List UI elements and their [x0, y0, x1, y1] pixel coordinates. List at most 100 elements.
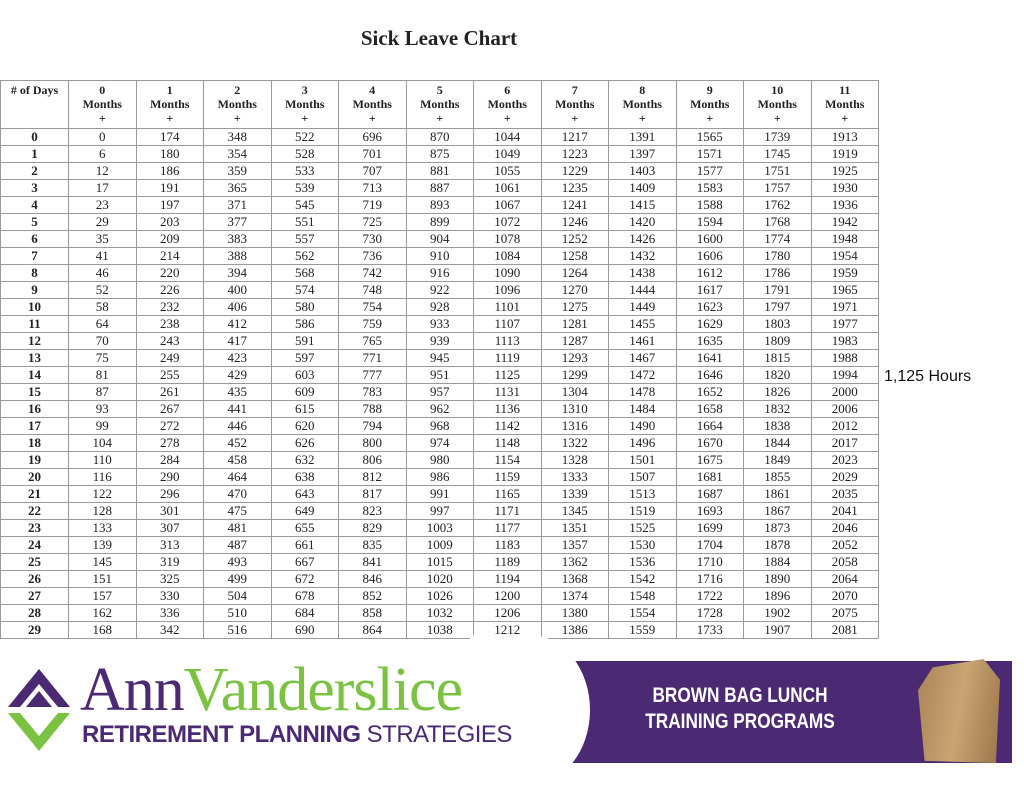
- hours-cell: 99: [68, 417, 137, 435]
- hours-cell: 997: [405, 502, 474, 520]
- hours-cell: 1751: [743, 162, 812, 180]
- hours-cell: 1003: [405, 519, 474, 537]
- hours-cell: 707: [338, 162, 407, 180]
- days-cell: 5: [0, 213, 69, 231]
- header-months-1: 1 Months +: [135, 80, 204, 129]
- hours-cell: 1507: [608, 468, 677, 486]
- days-cell: 8: [0, 264, 69, 282]
- hours-cell: 220: [135, 264, 204, 282]
- table-row: 15 87 261 435 609 783 957 1131 1304 1478 1652 1826 2…: [0, 383, 879, 401]
- hours-cell: 574: [270, 281, 339, 299]
- footer-banner: AnnVanderslice RETIREMENT PLANNING STRAT…: [0, 635, 1024, 785]
- header-line: Months: [150, 97, 190, 111]
- days-cell: 4: [0, 196, 69, 214]
- hours-cell: 139: [68, 536, 137, 554]
- hours-cell: 1478: [608, 383, 677, 401]
- header-months-0: 0 Months +: [68, 80, 137, 129]
- hours-cell: 1762: [743, 196, 812, 214]
- hours-cell: 17: [68, 179, 137, 197]
- table-row: 12 70 243 417 591 765 939 1113 1287 1461 1635 1809 1…: [0, 332, 879, 350]
- table-row: 11 64 238 412 586 759 933 1107 1281 1455 1629 1803 1…: [0, 315, 879, 333]
- hours-cell: 1594: [675, 213, 744, 231]
- hours-cell: 325: [135, 570, 204, 588]
- hours-cell: 2070: [810, 587, 879, 605]
- hours-cell: 446: [203, 417, 272, 435]
- table-row: 22 128 301 475 649 823 997 1171 1345 1519 1693 1867…: [0, 502, 879, 520]
- hours-cell: 1304: [540, 383, 609, 401]
- days-cell: 19: [0, 451, 69, 469]
- hours-cell: 388: [203, 247, 272, 265]
- hours-cell: 52: [68, 281, 137, 299]
- hours-cell: 1015: [405, 553, 474, 571]
- hours-cell: 110: [68, 451, 137, 469]
- hours-cell: 991: [405, 485, 474, 503]
- hours-cell: 875: [405, 145, 474, 163]
- hours-cell: 435: [203, 383, 272, 401]
- hours-cell: 1652: [675, 383, 744, 401]
- header-line: +: [301, 111, 309, 125]
- hours-cell: 1606: [675, 247, 744, 265]
- header-line: Months: [285, 97, 325, 111]
- hours-cell: 1797: [743, 298, 812, 316]
- hours-cell: 1768: [743, 213, 812, 231]
- table-row: 5 29 203 377 551 725 899 1072 1246 1420 1594 1768 19…: [0, 213, 879, 231]
- hours-cell: 452: [203, 434, 272, 452]
- hours-cell: 1200: [473, 587, 542, 605]
- hours-cell: 487: [203, 536, 272, 554]
- hours-cell: 1623: [675, 298, 744, 316]
- hours-cell: 1716: [675, 570, 744, 588]
- hours-cell: 1397: [608, 145, 677, 163]
- hours-cell: 887: [405, 179, 474, 197]
- hours-cell: 777: [338, 366, 407, 384]
- days-cell: 29: [0, 621, 69, 639]
- hours-cell: 1281: [540, 315, 609, 333]
- hours-cell: 667: [270, 553, 339, 571]
- days-cell: 14: [0, 366, 69, 384]
- hours-cell: 1438: [608, 264, 677, 282]
- table-row: 17 99 272 446 620 794 968 1142 1316 1490 1664 1838 2…: [0, 417, 879, 435]
- header-days: # of Days: [0, 80, 69, 129]
- hours-cell: 267: [135, 400, 204, 418]
- table-row: 14 81 255 429 603 777 951 1125 1299 1472 1646 1820 1…: [0, 366, 879, 384]
- hours-cell: 400: [203, 281, 272, 299]
- table-row: 16 93 267 441 615 788 962 1136 1310 1484 1658 1832 2…: [0, 400, 879, 418]
- hours-cell: 1061: [473, 179, 542, 197]
- hours-cell: 568: [270, 264, 339, 282]
- hours-cell: 1930: [810, 179, 879, 197]
- hours-cell: 371: [203, 196, 272, 214]
- header-line: 6: [504, 83, 511, 97]
- days-cell: 9: [0, 281, 69, 299]
- hours-cell: 1275: [540, 298, 609, 316]
- header-months-11: 11 Months +: [810, 80, 879, 129]
- header-line: 8: [639, 83, 646, 97]
- hours-cell: 70: [68, 332, 137, 350]
- hours-cell: 261: [135, 383, 204, 401]
- program-line-2: TRAINING PROGRAMS: [645, 710, 835, 733]
- hours-cell: 168: [68, 621, 137, 639]
- hours-cell: 1235: [540, 179, 609, 197]
- header-line: +: [436, 111, 444, 125]
- table-row: 28 162 336 510 684 858 1032 1206 1380 1554 1728 190…: [0, 604, 879, 622]
- hours-cell: 1965: [810, 281, 879, 299]
- hours-cell: 470: [203, 485, 272, 503]
- hours-cell: 1189: [473, 553, 542, 571]
- hours-cell: 1722: [675, 587, 744, 605]
- program-title: BROWN BAG LUNCH TRAINING PROGRAMS: [625, 683, 855, 735]
- hours-cell: 1832: [743, 400, 812, 418]
- hours-cell: 678: [270, 587, 339, 605]
- hours-cell: 12: [68, 162, 137, 180]
- header-months-10: 10 Months +: [743, 80, 812, 129]
- hours-cell: 603: [270, 366, 339, 384]
- hours-cell: 1681: [675, 468, 744, 486]
- hours-cell: 1403: [608, 162, 677, 180]
- hours-cell: 1490: [608, 417, 677, 435]
- hours-cell: 429: [203, 366, 272, 384]
- banner-curve: [470, 635, 590, 785]
- hours-cell: 580: [270, 298, 339, 316]
- hours-cell: 1710: [675, 553, 744, 571]
- hours-cell: 1142: [473, 417, 542, 435]
- logo-last-name: Vanderslice: [183, 656, 463, 724]
- logo-first-name: Ann: [80, 656, 185, 724]
- hours-cell: 35: [68, 230, 137, 248]
- hours-cell: 1844: [743, 434, 812, 452]
